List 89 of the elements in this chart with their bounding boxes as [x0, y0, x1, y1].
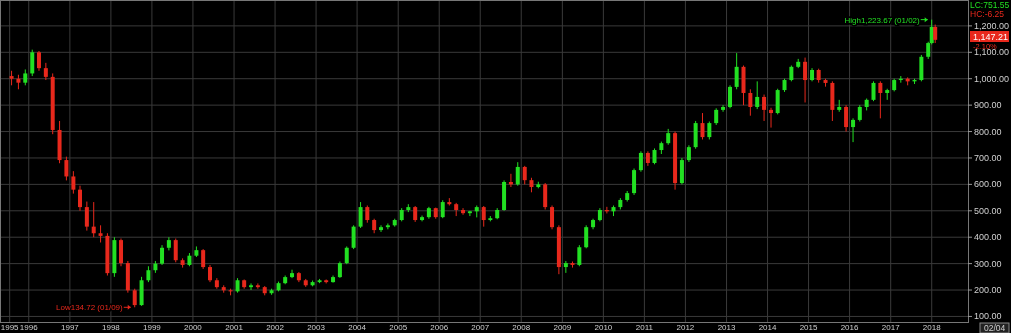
candlestick	[351, 224, 356, 250]
candlestick	[358, 201, 363, 229]
x-tick-label: 2008	[512, 323, 531, 332]
candlestick	[160, 244, 165, 266]
y-tick-label: 1,000.00	[974, 73, 1010, 84]
candlestick	[84, 201, 89, 232]
candlestick	[632, 168, 637, 196]
y-tick-label: 500.00	[974, 205, 1002, 216]
candlestick	[132, 288, 137, 308]
candlestick	[119, 238, 124, 267]
candlestick	[755, 80, 760, 110]
candlestick	[871, 80, 876, 102]
x-tick-label: 1995	[0, 323, 20, 332]
x-tick-label: 2009	[553, 323, 572, 332]
x-tick-label: 2010	[594, 323, 613, 332]
candlestick	[762, 94, 767, 122]
candlestick	[481, 205, 486, 228]
candlestick	[36, 50, 41, 72]
candlestick	[255, 282, 260, 290]
x-tick-label: 2006	[430, 323, 449, 332]
candlestick	[775, 88, 780, 115]
candlestick	[249, 282, 254, 291]
x-tick-label: 2016	[840, 323, 860, 332]
y-tick-label: 900.00	[974, 100, 1002, 111]
candlestick	[461, 207, 466, 216]
x-tick-label: 2015	[799, 323, 819, 332]
x-tick-label: 2001	[225, 323, 244, 332]
candlestick	[734, 52, 739, 90]
candlestick	[563, 260, 568, 274]
x-tick-label: 2018	[922, 323, 942, 332]
y-tick-label: 1,200.00	[974, 20, 1010, 31]
text: 02/04	[984, 323, 1006, 333]
x-tick-label: 2005	[389, 323, 408, 332]
annotation: High1,223.67 (01/02)	[844, 15, 921, 25]
candlestick	[543, 182, 548, 210]
text: 1,147.21	[973, 32, 1009, 42]
candlestick	[385, 222, 390, 230]
x-tick-label: 1999	[143, 323, 162, 332]
x-tick-label: 2017	[881, 323, 901, 332]
candlestick	[550, 205, 555, 230]
candlestick	[728, 84, 733, 109]
candlestick	[721, 104, 726, 113]
candlestick	[290, 269, 295, 279]
candlestick	[933, 24, 938, 44]
candlestick	[844, 104, 849, 133]
candlestick	[577, 244, 582, 267]
candlestick	[878, 80, 883, 119]
candlestick	[584, 224, 589, 249]
x-tick-label: 2011	[635, 323, 654, 332]
y-tick-label: 400.00	[974, 232, 1002, 243]
candlestick	[748, 88, 753, 117]
candlestick	[78, 185, 82, 212]
x-tick-label: 1998	[102, 323, 121, 332]
y-tick-label: 200.00	[974, 285, 1002, 296]
candlestick	[919, 54, 924, 82]
candlestick	[64, 156, 69, 181]
candlestick	[700, 112, 705, 140]
y-tick-label: 700.00	[974, 152, 1002, 163]
candlestick	[173, 238, 178, 263]
y-tick-label: 600.00	[974, 179, 1002, 190]
x-tick-label: 1996	[19, 323, 39, 332]
text: LC:751.55	[970, 0, 1010, 10]
x-tick-label: 2014	[758, 323, 777, 332]
candlestick	[803, 57, 808, 103]
x-tick-label: 2004	[348, 323, 367, 332]
annotation: Low134.72 (01/09)	[56, 303, 124, 313]
x-tick-label: 2000	[184, 323, 203, 332]
text: HC:-6.25	[970, 9, 1005, 19]
y-tick-label: 100.00	[974, 311, 1002, 322]
candlestick	[769, 107, 774, 129]
x-tick-label: 2003	[307, 323, 326, 332]
candlestick	[71, 170, 76, 195]
candlestick	[522, 165, 527, 185]
candlestick	[638, 150, 643, 173]
candlestick	[379, 224, 384, 233]
candlestick	[515, 161, 520, 187]
candlestick	[91, 201, 96, 238]
x-tick-label: 2007	[471, 323, 490, 332]
y-tick-label: 300.00	[974, 258, 1002, 269]
y-tick-label: 800.00	[974, 126, 1002, 137]
x-tick-label: 2002	[266, 323, 285, 332]
candlestick	[30, 49, 35, 77]
x-tick-label: 2012	[676, 323, 695, 332]
x-tick-label: 2013	[717, 323, 736, 332]
candlestick	[201, 248, 206, 270]
x-tick-label: 1997	[60, 323, 80, 332]
candlestick	[851, 117, 856, 143]
candlestick	[679, 157, 684, 185]
candlestick	[467, 210, 472, 217]
